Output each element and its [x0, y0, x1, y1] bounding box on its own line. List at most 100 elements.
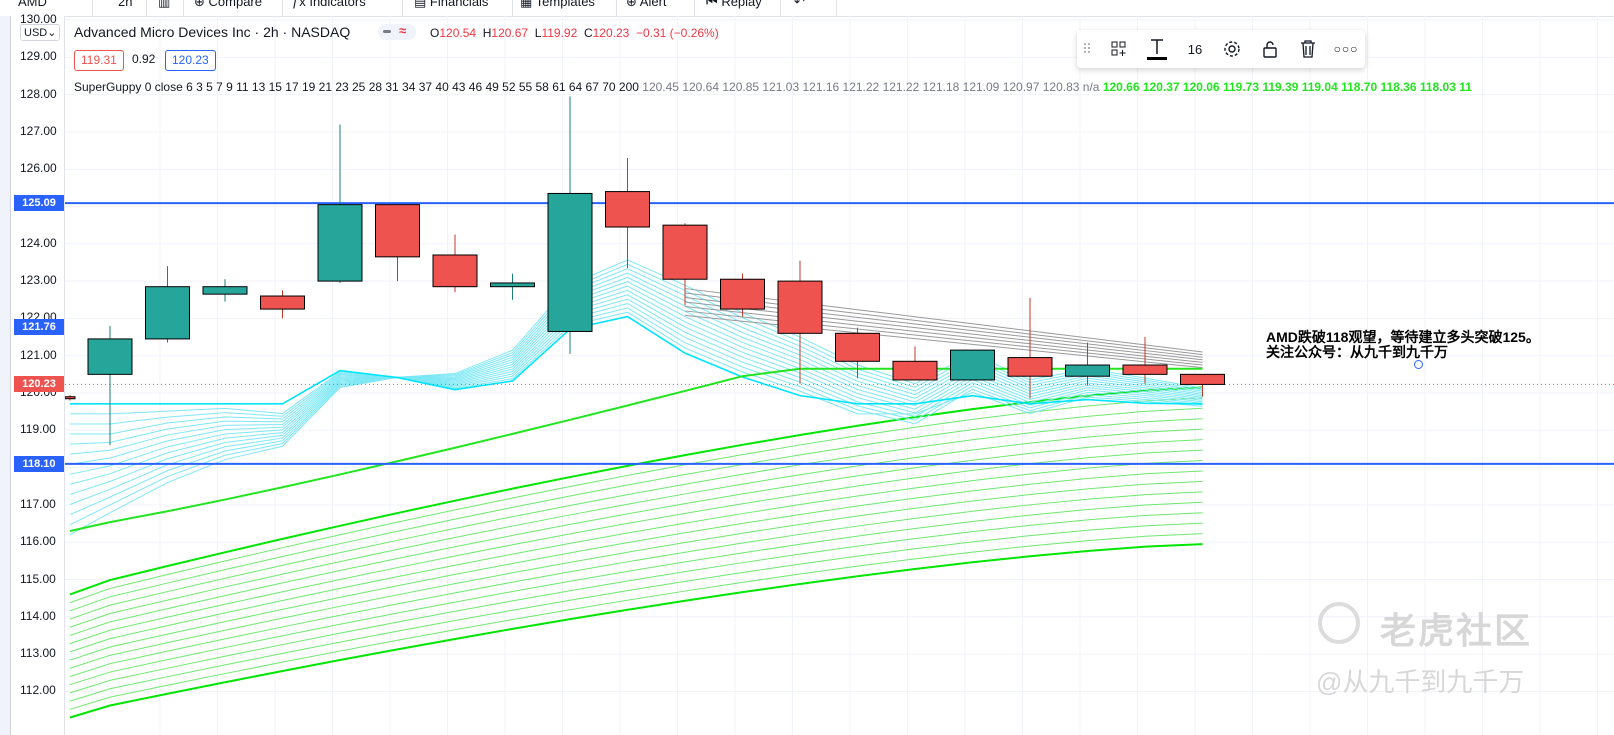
symbol-title[interactable]: Advanced Micro Devices Inc · 2h · NASDAQ	[74, 24, 351, 40]
close-value: 120.23	[592, 26, 630, 40]
templates-button[interactable]: ▦ Templates	[520, 0, 595, 10]
ask-price-badge[interactable]: 120.23	[165, 50, 216, 71]
guppy-slow-line	[69, 533, 1203, 710]
annotation-line-2: 关注公众号：从九千到九千万	[1266, 344, 1448, 360]
candle-body	[202, 286, 248, 295]
alert-label: Alert	[639, 0, 667, 9]
guppy-slow-line	[69, 491, 1203, 677]
indicator-gray-value: 121.03	[762, 80, 803, 94]
guppy-slow-line	[69, 407, 1203, 612]
interval-button[interactable]: 2h	[118, 0, 133, 9]
guppy-fast-line	[70, 307, 1203, 425]
low-label: L	[534, 26, 542, 40]
replay-label: Replay	[721, 0, 762, 9]
price-tick-label: 129.00	[20, 49, 57, 64]
indicator-green-value: 120.37	[1142, 80, 1183, 94]
symbol-search-button[interactable]: AMD	[18, 0, 47, 9]
candle-body	[835, 332, 880, 362]
candle-body	[317, 204, 363, 282]
ohlc-values: O120.54 H120.67 L119.92 C120.23 −0.31 (−…	[430, 26, 719, 40]
more-icon[interactable]: ○○○	[1333, 42, 1359, 56]
bid-price-badge[interactable]: 119.31	[74, 50, 124, 71]
drag-handle-icon[interactable]: ⠿	[1081, 40, 1093, 57]
indicator-legend[interactable]: SuperGuppy 0 close 6 3 5 7 9 11 13 15 17…	[74, 80, 1472, 94]
lock-icon[interactable]	[1256, 36, 1284, 62]
indicator-gray-value: 121.18	[922, 80, 963, 94]
indicator-gray-values: 120.45 120.64 120.85 121.03 121.16 121.2…	[642, 80, 1103, 94]
change-value: −0.31 (−0.26%)	[635, 26, 719, 40]
candle-body	[87, 338, 133, 375]
watermark-brand: 老虎社区	[1380, 610, 1533, 651]
indicators-button[interactable]: ƒx Indicators	[292, 0, 366, 9]
guppy-slow-line	[69, 418, 1203, 620]
candle-body	[547, 192, 593, 332]
font-size-button[interactable]: 16	[1187, 41, 1203, 57]
candle-body	[662, 224, 708, 280]
watermark-logo-icon	[1318, 602, 1360, 644]
low-value: 119.92	[541, 26, 578, 40]
price-tick-label: 124.00	[20, 235, 57, 250]
compare-button[interactable]: ⊕ Compare	[194, 0, 262, 10]
delete-icon[interactable]	[1294, 36, 1322, 62]
undo-icon[interactable]: ↶	[794, 0, 805, 9]
legend-toggle-pill[interactable]: ≈	[378, 23, 416, 40]
replay-button[interactable]: ⏮ Replay	[706, 0, 762, 10]
compare-label: Compare	[208, 0, 262, 9]
guppy-fast-line	[69, 268, 1203, 516]
guppy-slow-line	[69, 512, 1203, 694]
guppy-gray-line	[684, 310, 1203, 366]
price-tick-label: 112.00	[20, 683, 56, 698]
indicator-params: 0 close 6 3 5 7 9 11 13 15 17 19 21 23 2…	[144, 80, 639, 94]
indicator-gray-value: 120.45	[642, 80, 683, 94]
candle-body	[950, 349, 995, 381]
toolbar-divider	[780, 0, 781, 16]
settings-icon[interactable]	[1218, 36, 1246, 62]
guppy-fast-line	[69, 298, 1203, 445]
text-color-icon[interactable]	[1143, 36, 1171, 62]
text-annotation[interactable]: AMD跌破118观望，等待建立多头突破125。 关注公众号：从九千到九千万	[1266, 330, 1540, 360]
guppy-slow-line	[69, 428, 1203, 628]
guppy-gray-line	[684, 297, 1203, 358]
indicator-green-value: 119.04	[1301, 80, 1342, 94]
indicator-green-value: 118.70	[1341, 80, 1381, 94]
annotation-line-1: AMD跌破118观望，等待建立多头突破125。	[1266, 329, 1540, 345]
high-label: H	[482, 26, 492, 40]
guppy-fast-line	[69, 263, 1203, 526]
price-tick-label: 117.00	[20, 496, 56, 511]
templates-label: Templates	[535, 0, 595, 9]
price-label-upper-line: 125.09	[14, 195, 64, 212]
candle-body	[720, 278, 765, 310]
indicator-gray-value: 121.22	[882, 80, 923, 94]
guppy-fast-line	[69, 294, 1203, 455]
template-icon[interactable]	[1105, 36, 1133, 62]
toolbar-divider	[92, 0, 93, 16]
guppy-gray-line	[684, 314, 1203, 369]
guppy-fast-line	[69, 289, 1203, 465]
chart-style-icon[interactable]: ▥	[158, 0, 171, 9]
toolbar-divider	[402, 0, 403, 16]
price-tick-label: 116.00	[20, 534, 56, 549]
guppy-gray-line	[684, 288, 1203, 353]
candle-body	[777, 280, 823, 334]
toolbar-divider	[694, 0, 695, 16]
guppy-slow-line	[69, 439, 1203, 636]
guppy-fast-line	[69, 272, 1203, 505]
financials-label: Financials	[429, 0, 489, 9]
guppy-slow-line	[69, 480, 1203, 669]
toolbar-divider	[836, 0, 837, 16]
financials-button[interactable]: ▤ Financials	[414, 0, 488, 10]
price-tick-label: 113.00	[20, 646, 56, 661]
spread-value: 0.92	[132, 52, 156, 66]
toolbar-divider	[512, 0, 513, 16]
guppy-fast-line	[70, 315, 1203, 405]
indicator-green-values: 120.66 120.37 120.06 119.73 119.39 119.0…	[1103, 80, 1472, 94]
candle-body	[1007, 357, 1053, 377]
annotation-anchor-handle[interactable]	[1414, 360, 1423, 369]
guppy-fast-line	[70, 311, 1203, 415]
candlestick-chart[interactable]	[65, 16, 1614, 735]
templates-icon: ▦	[520, 0, 536, 9]
currency-select[interactable]: USD⌄	[20, 24, 61, 41]
alert-button[interactable]: ⊕ Alert	[626, 0, 667, 10]
toolbar-divider	[616, 0, 617, 16]
indicator-gray-value: 121.22	[842, 80, 883, 94]
